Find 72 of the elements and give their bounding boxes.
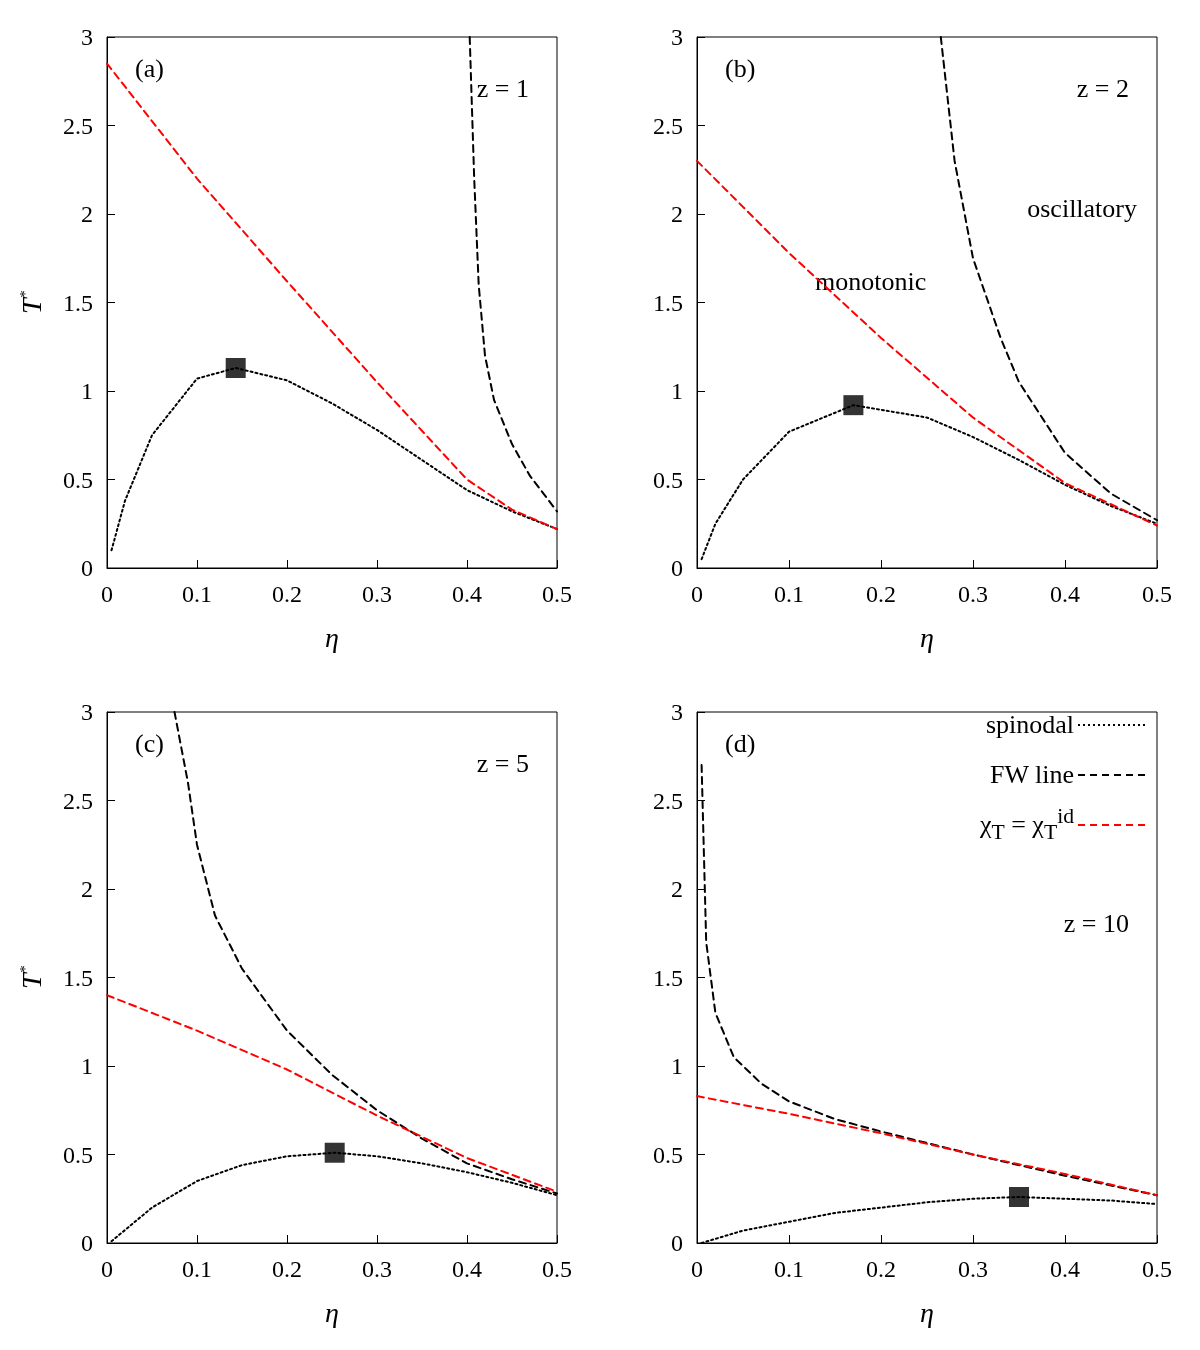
x-tick-label: 0.1 [774,581,804,607]
y-tick-label: 1.5 [63,289,93,316]
y-tick-label: 0 [671,1230,683,1256]
x-tick-label: 0.5 [1142,581,1172,607]
x-tick-label: 0.2 [866,1256,896,1282]
y-tick-label: 1 [671,378,683,404]
y-tick-label: 3 [671,24,683,50]
x-tick-label: 0 [691,1256,703,1282]
annotation: (b) [725,53,756,83]
x-axis-title: η [920,621,934,653]
y-tick-label: 2.5 [653,112,683,139]
y-tick-label: 1 [81,378,93,404]
x-tick-label: 0.2 [272,1256,302,1282]
y-tick-label: 0.5 [63,1141,93,1168]
y-tick-label: 3 [671,699,683,725]
x-tick-label: 0.5 [542,1256,572,1282]
y-axis-title: T* [15,965,47,990]
x-tick-label: 0.3 [958,581,988,607]
y-tick-label: 2.5 [63,112,93,139]
x-axis-title: η [920,1296,934,1328]
x-tick-label: 0 [691,581,703,607]
y-axis-title: T* [15,290,47,315]
y-tick-label: 1 [81,1053,93,1079]
y-tick-label: 0 [81,555,93,581]
x-tick-label: 0 [101,581,113,607]
y-tick-label: 0.5 [653,1141,683,1168]
x-tick-label: 0.5 [1142,1256,1172,1282]
annotation: (c) [135,728,164,758]
x-tick-label: 0.3 [958,1256,988,1282]
x-tick-label: 0.1 [182,581,212,607]
x-tick-label: 0.5 [542,581,572,607]
x-tick-label: 0.3 [362,1256,392,1282]
annotation: z = 2 [1076,73,1129,103]
x-tick-label: 0.1 [774,1256,804,1282]
y-tick-label: 2 [81,876,93,902]
y-tick-label: 1.5 [63,964,93,991]
line-series [696,1095,1158,1197]
x-tick-label: 0.4 [1050,1256,1080,1282]
y-tick-label: 2.5 [63,787,93,814]
legend-label: spinodal [985,710,1074,739]
annotation: monotonic [815,266,927,296]
x-tick-label: 0 [101,1256,113,1282]
x-axis-title: η [325,1296,339,1328]
annotation: (a) [135,53,164,83]
annotation: (d) [725,728,756,758]
x-tick-label: 0.2 [866,581,896,607]
y-tick-label: 2 [671,201,683,227]
y-tick-label: 0 [81,1230,93,1256]
x-tick-label: 0.4 [1050,581,1080,607]
y-tick-label: 3 [81,699,93,725]
annotation: z = 10 [1063,908,1129,938]
x-tick-label: 0.4 [452,1256,482,1282]
y-tick-label: 1 [671,1053,683,1079]
x-tick-label: 0.2 [272,581,302,607]
y-tick-label: 0.5 [653,466,683,493]
y-tick-label: 1.5 [653,964,683,991]
x-tick-label: 0.3 [362,581,392,607]
legend-label: FW line [989,760,1074,789]
y-tick-label: 2.5 [653,787,683,814]
annotation: oscillatory [1027,193,1138,223]
y-tick-label: 2 [671,876,683,902]
x-tick-label: 0.4 [452,581,482,607]
line-series [696,159,1158,527]
y-tick-label: 3 [81,24,93,50]
annotation: z = 5 [476,748,529,778]
y-tick-label: 0 [671,555,683,581]
annotation: z = 1 [476,73,529,103]
x-tick-label: 0.1 [182,1256,212,1282]
y-tick-label: 2 [81,201,93,227]
x-axis-title: η [325,621,339,653]
y-tick-label: 1.5 [653,289,683,316]
y-tick-label: 0.5 [63,466,93,493]
